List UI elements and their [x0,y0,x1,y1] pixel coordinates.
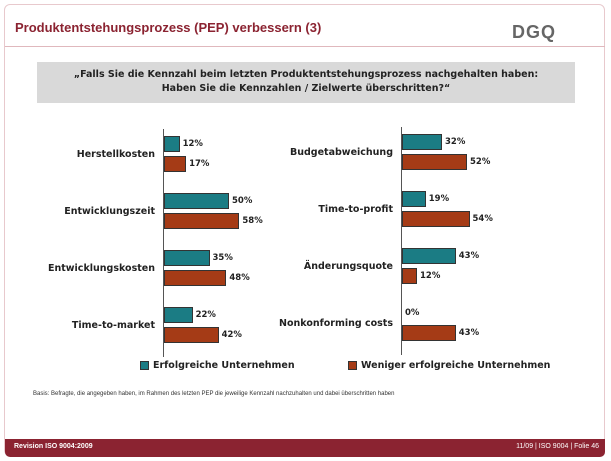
value-label: 43% [458,328,480,338]
bar [402,325,456,341]
legend-swatch [140,361,149,370]
value-label: 48% [229,273,250,283]
category-label: Änderungsquote [303,261,393,272]
bar [402,248,456,264]
value-label: 52% [470,157,491,167]
category-label: Budgetabweichung [290,147,393,158]
bar [402,211,470,227]
value-label: 35% [212,253,233,263]
bar [164,136,180,152]
category-label: Entwicklungszeit [64,206,155,217]
value-label: 42% [221,330,242,340]
note: Basis: Befragte, die angegeben haben, im… [33,391,395,397]
value-label: 50% [232,196,253,206]
value-label: 43% [458,251,480,261]
bar [164,307,193,323]
value-label: 12% [182,139,203,149]
value-label: 17% [189,159,210,169]
header-rule [5,46,605,47]
category-label: Time-to-profit [318,204,393,215]
category-label: Herstellkosten [76,149,155,160]
question-line: „Falls Sie die Kennzahl beim letzten Pro… [73,69,539,80]
bar [402,191,426,207]
bar [402,154,467,170]
bar [164,250,210,266]
legend-item: Erfolgreiche Unternehmen [140,360,295,371]
bar [164,327,219,343]
legend-swatch [348,361,357,370]
bar [164,213,240,229]
value-label: 54% [472,214,493,224]
footer-right: 11/09 | ISO 9004 | Folie 46 [516,443,599,450]
question-line: Haben Sie die Kennzahlen / Zielwerte übe… [161,83,451,94]
category-label: Time-to-market [71,320,155,331]
bar [164,156,187,172]
bar [402,268,417,284]
footer-bar [5,439,605,457]
value-label: 19% [428,194,450,204]
legend-label: Weniger erfolgreiche Unternehmen [361,360,551,371]
category-label: Nonkonforming costs [279,318,393,329]
bar [402,134,442,150]
legend-label: Erfolgreiche Unternehmen [153,360,295,371]
value-label: 0% [405,308,420,318]
value-label: 12% [420,271,441,281]
axis-line [401,127,402,355]
logo: DGQ [512,22,557,42]
axis-line [163,129,164,357]
value-label: 58% [242,216,263,226]
question: „Falls Sie die Kennzahl beim letzten Pro… [37,62,575,103]
value-label: 22% [195,310,216,320]
footer-left: Revision ISO 9004:2009 [14,443,93,450]
slide-title: Produktentstehungsprozess (PEP) verbesse… [15,20,322,35]
bar [164,193,229,209]
legend-item: Weniger erfolgreiche Unternehmen [348,360,550,371]
value-label: 32% [445,137,466,147]
category-label: Entwicklungskosten [47,263,155,274]
bar [164,270,227,286]
